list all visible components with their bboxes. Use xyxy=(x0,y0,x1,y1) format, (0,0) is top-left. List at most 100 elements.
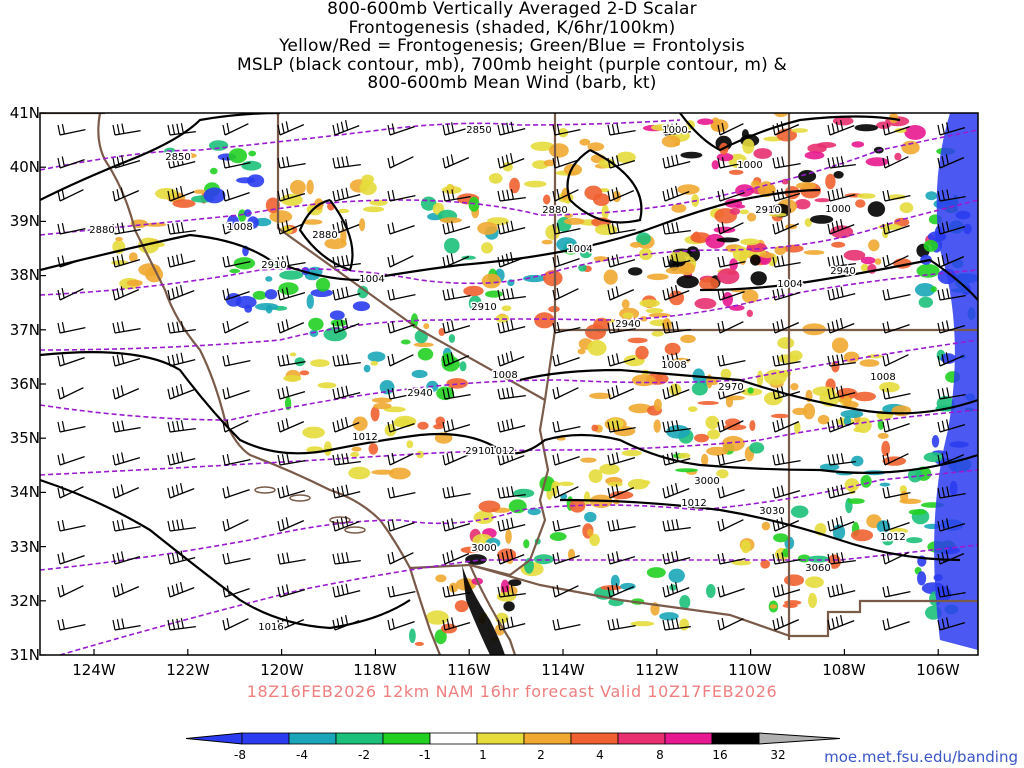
barb-flag xyxy=(840,218,844,230)
shade-cell xyxy=(825,173,836,190)
title-line-5: 800-600mb Mean Wind (barb, kt) xyxy=(367,73,657,93)
wind-barb xyxy=(442,122,471,136)
wind-barb xyxy=(387,155,414,169)
title-line-3: Yellow/Red = Frontogenesis; Green/Blue =… xyxy=(279,36,745,56)
lat-label: 36N xyxy=(9,375,40,393)
wind-barb xyxy=(882,452,909,466)
wind-barb xyxy=(277,453,306,466)
wind-barb xyxy=(332,552,361,565)
barb-flag xyxy=(556,156,560,167)
barb-flag xyxy=(226,552,230,564)
wind-barb xyxy=(57,453,85,466)
barb-flag xyxy=(675,519,679,530)
barb-flag xyxy=(340,319,344,330)
barb-flag xyxy=(180,352,184,363)
barb-flag xyxy=(167,553,171,565)
wind-barb xyxy=(57,287,84,301)
wind-barb xyxy=(387,519,415,532)
barb-staff xyxy=(114,357,141,367)
barb-flag xyxy=(61,222,65,234)
barb-staff xyxy=(224,123,249,136)
barb-flag xyxy=(776,222,780,233)
barb-staff xyxy=(609,289,635,301)
wind-barb xyxy=(112,286,140,301)
barb-flag xyxy=(937,322,941,334)
barb-staff xyxy=(444,454,470,466)
shade-cell xyxy=(706,584,716,598)
wind-barb xyxy=(662,519,691,532)
barb-flag xyxy=(57,586,61,598)
shade-cell xyxy=(630,241,642,248)
barb-flag xyxy=(886,155,890,167)
wind-barb xyxy=(772,453,801,466)
barb-flag xyxy=(616,519,620,530)
barb-staff xyxy=(169,190,195,202)
barb-flag xyxy=(341,354,345,365)
barb-flag xyxy=(831,519,835,530)
barb-flag xyxy=(831,420,835,431)
barb-flag xyxy=(941,420,945,431)
barb-staff xyxy=(609,426,636,433)
shade-cell xyxy=(598,158,616,169)
barb-flag xyxy=(611,322,615,333)
barb-flag xyxy=(946,221,950,232)
shade-cell xyxy=(717,268,740,285)
barb-staff xyxy=(554,189,579,202)
barb-staff xyxy=(719,587,745,598)
barb-staff xyxy=(389,156,414,169)
wind-barb xyxy=(717,288,745,301)
barb-flag xyxy=(171,387,175,398)
barb-staff xyxy=(224,420,249,433)
barb-flag xyxy=(391,155,395,167)
barb-flag xyxy=(57,256,61,268)
barb-flag xyxy=(666,124,671,135)
barb-flag xyxy=(112,157,116,169)
barb-flag xyxy=(442,586,446,598)
barb-flag xyxy=(176,155,180,166)
barb-flag xyxy=(552,190,556,202)
lat-label: 39N xyxy=(9,212,40,230)
barb-flag xyxy=(340,121,344,132)
shade-cell xyxy=(740,238,760,246)
barb-staff xyxy=(554,486,579,499)
barb-flag xyxy=(451,585,455,596)
wind-barb xyxy=(937,451,965,466)
wind-barb xyxy=(937,550,965,565)
barb-staff xyxy=(939,423,966,433)
height-contour xyxy=(40,409,978,476)
barb-flag xyxy=(442,289,446,301)
wind-barb xyxy=(717,387,745,400)
shade-cell xyxy=(784,574,804,586)
barb-flag xyxy=(615,484,619,495)
barb-flag xyxy=(607,520,611,532)
wind-barb xyxy=(57,222,86,235)
barb-flag xyxy=(945,352,949,363)
barb-staff xyxy=(444,324,471,334)
barb-flag xyxy=(180,222,184,233)
barb-flag xyxy=(835,220,839,231)
barb-flag xyxy=(501,190,506,201)
wind-barb xyxy=(222,585,250,598)
wind-barb xyxy=(717,453,746,466)
barb-staff xyxy=(279,588,306,598)
shade-cell xyxy=(694,433,709,443)
barb-flag xyxy=(937,124,941,136)
barb-flag xyxy=(112,289,116,301)
mslp-contour xyxy=(40,188,821,282)
shade-cell xyxy=(594,224,618,236)
shade-cell xyxy=(284,396,292,411)
barb-flag xyxy=(167,421,171,433)
barb-flag xyxy=(336,585,340,597)
wind-barb xyxy=(222,354,251,367)
shade-cell xyxy=(853,427,863,433)
barb-flag xyxy=(776,321,780,332)
barb-flag xyxy=(341,453,345,464)
barb-flag xyxy=(556,420,560,432)
barb-flag xyxy=(57,487,61,499)
barb-flag xyxy=(506,320,510,331)
wind-barb xyxy=(662,383,690,400)
barb-flag xyxy=(226,518,230,530)
barb-flag xyxy=(827,223,831,235)
barb-staff xyxy=(884,620,910,631)
shade-cell xyxy=(768,212,787,217)
